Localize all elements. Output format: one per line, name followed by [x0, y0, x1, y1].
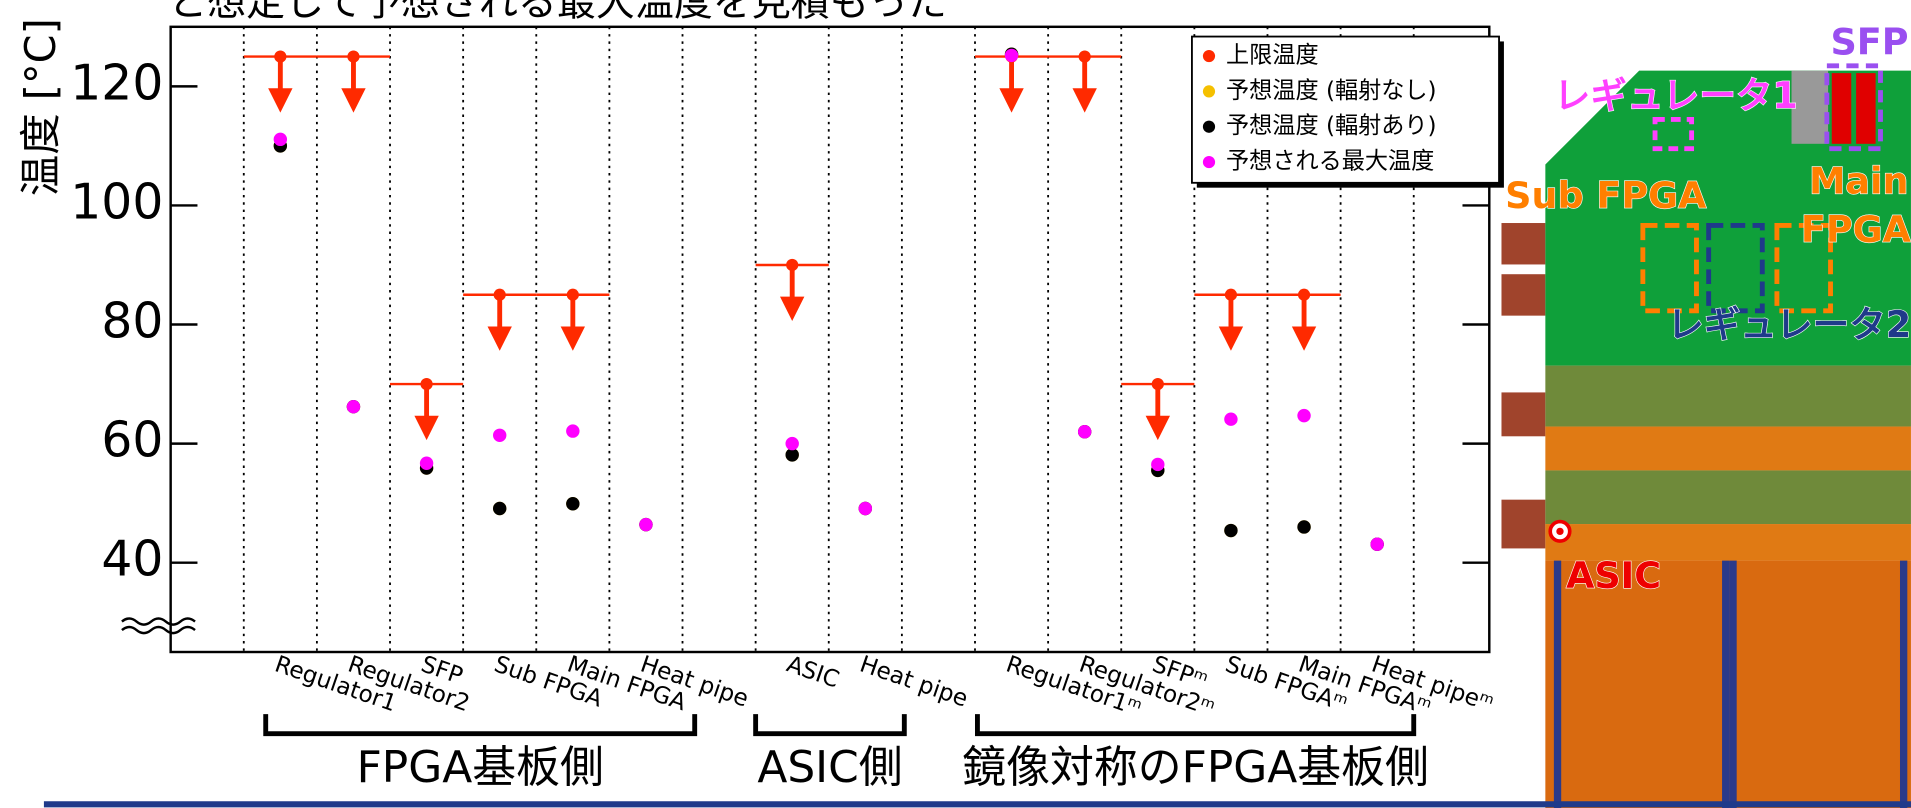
- upper-limit: [390, 378, 463, 440]
- legend-label: 予想温度 (輻射あり): [1226, 113, 1437, 139]
- point: [566, 497, 579, 510]
- limit-point: [1225, 289, 1237, 301]
- point: [785, 437, 798, 450]
- sfp: [1856, 73, 1875, 144]
- y-tick-label: 120: [70, 55, 163, 111]
- point: [493, 429, 506, 442]
- limit-arrow-head: [341, 88, 365, 112]
- diagram-label: SFP: [1830, 20, 1908, 63]
- upper-limit: [756, 259, 829, 321]
- diagram-label: Sub FPGA: [1505, 174, 1707, 217]
- group-label: FPGA基板側: [357, 742, 604, 793]
- diagram-label: レギュレータ1: [1554, 74, 1798, 117]
- point: [420, 457, 433, 470]
- slide: と想定して予想される最大温度を見積もった 温度 [°C] SFP レギュレータ1…: [0, 0, 1911, 808]
- y-tick-label: 60: [101, 413, 163, 469]
- limit-arrow-head: [780, 297, 804, 321]
- point: [274, 133, 287, 146]
- limit-point: [1079, 50, 1091, 62]
- connector: [1501, 223, 1545, 264]
- caption: と想定して予想される最大温度を見積もった: [168, 0, 947, 25]
- limit-point: [420, 378, 432, 390]
- axis-break: [122, 618, 195, 633]
- point: [639, 518, 652, 531]
- point: [1078, 425, 1091, 438]
- board-strip: [1545, 366, 1911, 427]
- limit-point: [786, 259, 798, 271]
- y-tick-label: 40: [101, 532, 163, 588]
- upper-limit: [1194, 289, 1267, 351]
- limit-arrow-head: [1072, 88, 1096, 112]
- upper-limit: [1267, 289, 1340, 351]
- limit-point: [567, 289, 579, 301]
- diagram-label: ASIC: [1566, 554, 1661, 597]
- upper-limit: [1048, 50, 1121, 112]
- page: {"header": {"caption": "と想定して予想される最大温度を見…: [0, 0, 1911, 808]
- legend-marker: [1203, 85, 1215, 97]
- limit-arrow-head: [999, 88, 1023, 112]
- diagram-label: Main: [1809, 159, 1909, 202]
- diagram-label: レギュレータ2: [1667, 303, 1911, 346]
- point: [1297, 520, 1310, 533]
- limit-point: [1298, 289, 1310, 301]
- board-strip: [1545, 427, 1911, 471]
- point: [1005, 49, 1018, 62]
- group-bracket: [266, 714, 695, 733]
- legend-marker: [1203, 50, 1215, 62]
- point: [1297, 409, 1310, 422]
- group-bracket: [756, 714, 905, 733]
- legend-label: 上限温度: [1226, 43, 1319, 69]
- diagram-label: FPGA: [1801, 208, 1911, 251]
- limit-point: [1152, 378, 1164, 390]
- limit-arrow-head: [414, 416, 438, 440]
- upper-limit: [244, 50, 317, 112]
- upper-limit: [1121, 378, 1194, 440]
- limit-arrow-head: [1219, 326, 1243, 350]
- point: [566, 424, 579, 437]
- point: [493, 502, 506, 515]
- y-tick-label: 100: [70, 174, 163, 230]
- y-tick-label: 80: [101, 294, 163, 350]
- connector: [1501, 392, 1545, 436]
- asic-marker: [1556, 528, 1563, 535]
- limit-arrow-head: [1146, 416, 1170, 440]
- limit-arrow-head: [1292, 326, 1316, 350]
- group-label: 鏡像対称のFPGA基板側: [962, 742, 1429, 793]
- sfp: [1832, 73, 1851, 144]
- limit-arrow-head: [561, 326, 585, 350]
- point: [1224, 524, 1237, 537]
- limit-arrow-head: [488, 326, 512, 350]
- x-tick-label: Heat pipe: [856, 651, 971, 712]
- connector: [1501, 500, 1545, 549]
- connector: [1501, 274, 1545, 315]
- x-tick-label: ASIC: [783, 651, 842, 693]
- group-label: ASIC側: [757, 742, 902, 793]
- upper-limit: [536, 289, 609, 351]
- legend-marker: [1203, 121, 1215, 133]
- point: [347, 400, 360, 413]
- point: [859, 502, 872, 515]
- board-strip: [1545, 470, 1911, 524]
- point: [1370, 538, 1383, 551]
- legend-label: 予想される最大温度: [1226, 149, 1434, 175]
- point: [1224, 412, 1237, 425]
- legend-label: 予想温度 (輻射なし): [1226, 78, 1437, 104]
- upper-limit: [317, 50, 390, 112]
- legend-marker: [1203, 156, 1215, 168]
- limit-arrow-head: [268, 88, 292, 112]
- point: [1151, 458, 1164, 471]
- y-axis-label: 温度 [°C]: [17, 18, 65, 196]
- limit-point: [347, 50, 359, 62]
- upper-limit: [463, 289, 536, 351]
- limit-point: [274, 50, 286, 62]
- limit-point: [494, 289, 506, 301]
